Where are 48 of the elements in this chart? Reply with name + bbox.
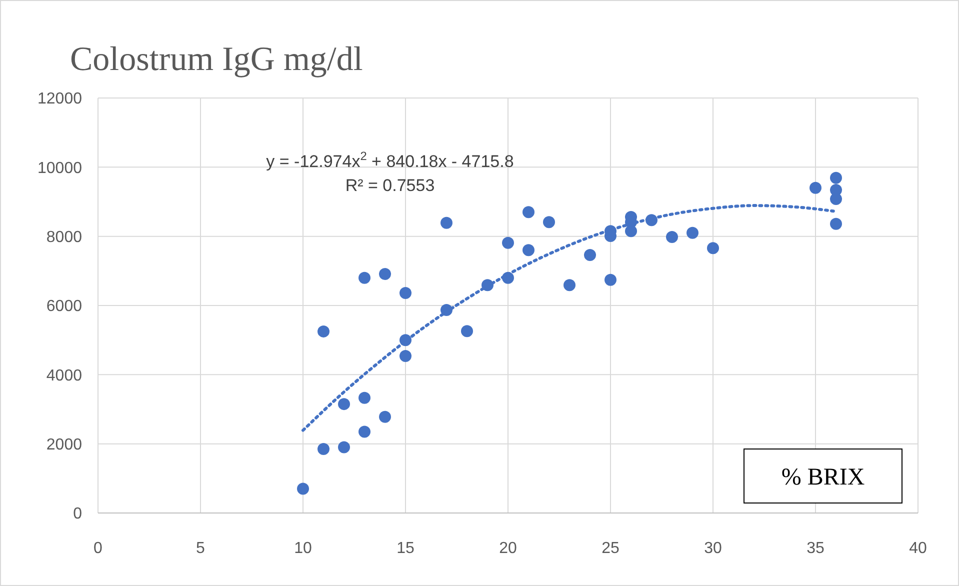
point <box>318 443 330 456</box>
point <box>543 216 555 228</box>
point <box>379 410 391 423</box>
annotation: y = -12.974x$^{2}$ + 840.18x - 4715.8 <box>266 149 514 171</box>
x-tick-label: 20 <box>499 540 517 557</box>
point <box>318 325 330 338</box>
point <box>400 287 412 300</box>
x-tick-label: 35 <box>806 540 824 557</box>
point <box>830 218 842 230</box>
point <box>564 279 576 292</box>
y-tick-label: 12000 <box>38 90 82 108</box>
point <box>522 244 534 256</box>
y-tick-label: 8000 <box>46 228 82 246</box>
y-tick-label: 4000 <box>46 367 82 384</box>
x-axis-title: % BRIX <box>781 464 865 490</box>
point <box>604 274 616 286</box>
point <box>358 426 370 438</box>
point <box>358 392 370 404</box>
x-tick-label: 30 <box>704 540 722 557</box>
x-tick-label: 25 <box>602 540 620 557</box>
x-tick-label: 10 <box>294 540 312 557</box>
x-tick-label: 40 <box>909 540 927 557</box>
point <box>297 482 309 495</box>
point <box>584 249 596 262</box>
x-tick-label: 5 <box>196 540 206 557</box>
point <box>830 172 842 184</box>
point <box>338 441 350 454</box>
x-tick-label: 0 <box>94 540 103 557</box>
line-series <box>302 204 838 432</box>
point <box>810 182 822 194</box>
y-tick-label: 10000 <box>38 160 82 177</box>
point <box>379 268 391 280</box>
annotation: R² = 0.7553 <box>345 176 435 195</box>
point <box>461 325 473 338</box>
y-tick-label: 6000 <box>46 298 82 316</box>
point <box>400 350 412 362</box>
point <box>707 242 719 254</box>
point <box>666 231 678 244</box>
point <box>522 206 534 218</box>
point <box>440 216 452 229</box>
y-tick-label: 2000 <box>46 436 82 454</box>
chart-title: Colostrum IgG mg/dl <box>70 41 363 78</box>
point <box>686 226 698 239</box>
point <box>338 398 350 410</box>
point <box>502 236 514 249</box>
y-tick-label: 0 <box>73 506 82 523</box>
point <box>358 272 370 284</box>
x-tick-label: 15 <box>396 540 414 557</box>
